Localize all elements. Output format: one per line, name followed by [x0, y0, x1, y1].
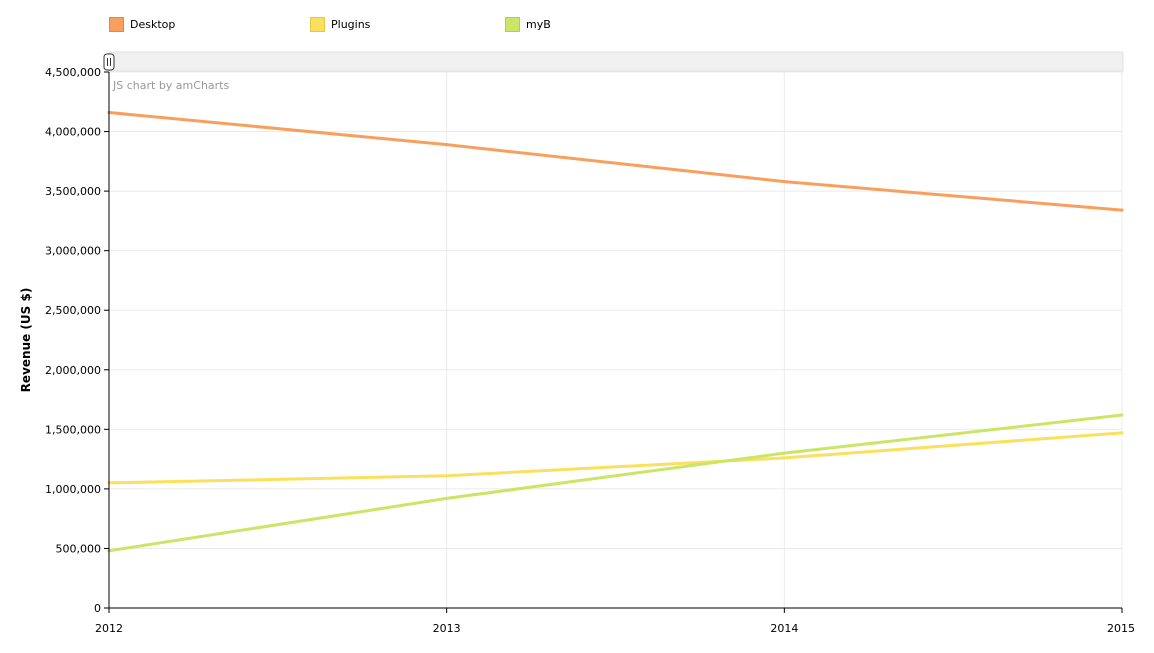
- legend-label-myb: myB: [526, 17, 551, 31]
- y-tick-label: 1,000,000: [45, 483, 101, 496]
- data-point-plugins[interactable]: [1120, 431, 1124, 435]
- chart-scrollbar[interactable]: [108, 51, 1124, 72]
- x-axis-ticks: 2012 2013 2014 2015: [95, 608, 1135, 635]
- y-tick-label: 500,000: [56, 542, 102, 555]
- x-tick-label: 2014: [770, 622, 798, 635]
- legend-swatch-myb: [505, 16, 520, 32]
- data-point-plugins[interactable]: [445, 474, 449, 478]
- data-point-myb[interactable]: [1120, 413, 1124, 417]
- legend: Desktop Plugins myB: [0, 14, 1154, 34]
- data-point-plugins[interactable]: [782, 456, 786, 460]
- x-tick-label: 2013: [433, 622, 461, 635]
- legend-item-myb[interactable]: myB: [505, 14, 551, 34]
- data-point-desktop[interactable]: [1120, 208, 1124, 212]
- data-point-desktop[interactable]: [782, 180, 786, 184]
- data-point-myb[interactable]: [782, 451, 786, 455]
- y-tick-label: 3,500,000: [45, 185, 101, 198]
- y-tick-label: 4,000,000: [45, 126, 101, 139]
- series-line-myb[interactable]: [107, 413, 1124, 553]
- grip-icon[interactable]: [103, 53, 115, 71]
- y-tick-label: 2,000,000: [45, 364, 101, 377]
- y-axis-label: Revenue (US $): [19, 288, 33, 393]
- grid: [109, 71, 1123, 608]
- series-lines: [107, 110, 1124, 553]
- legend-item-desktop[interactable]: Desktop: [109, 14, 175, 34]
- series-line-plugins[interactable]: [107, 431, 1124, 485]
- legend-label-desktop: Desktop: [130, 17, 176, 31]
- y-tick-label: 1,500,000: [45, 423, 101, 436]
- legend-swatch-plugins: [310, 16, 325, 32]
- legend-swatch-desktop: [109, 16, 124, 32]
- y-tick-label: 3,000,000: [45, 245, 101, 258]
- y-tick-label: 4,500,000: [45, 66, 101, 79]
- legend-label-plugins: Plugins: [331, 17, 371, 31]
- y-tick-label: 0: [94, 602, 101, 615]
- y-tick-label: 2,500,000: [45, 304, 101, 317]
- chart-credit[interactable]: JS chart by amCharts: [112, 79, 229, 92]
- y-axis-ticks: 0 500,000 1,000,000 1,500,000 2,000,000 2,500…: [45, 66, 109, 615]
- data-point-myb[interactable]: [445, 496, 449, 500]
- series-line-desktop[interactable]: [107, 110, 1124, 212]
- x-tick-label: 2012: [95, 622, 123, 635]
- x-tick-label: 2015: [1107, 622, 1135, 635]
- legend-item-plugins[interactable]: Plugins: [310, 14, 370, 34]
- data-point-desktop[interactable]: [445, 143, 449, 147]
